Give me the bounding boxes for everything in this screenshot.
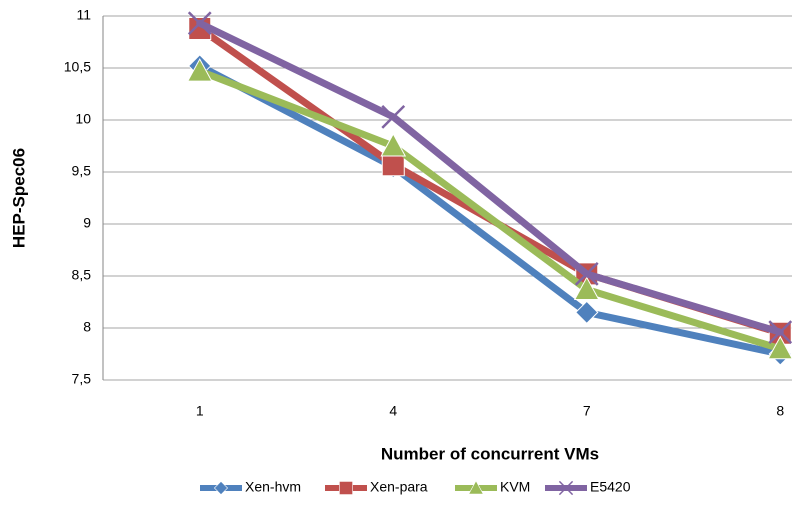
marker [574, 262, 599, 286]
x-axis-title: Number of concurrent VMs [381, 444, 599, 463]
marker [768, 320, 792, 345]
line [196, 67, 784, 353]
line [196, 62, 784, 358]
x-tick-label: 4 [389, 403, 397, 419]
x-tick-label: 1 [196, 403, 204, 419]
marker [380, 132, 407, 157]
legend-item: Xen-para [325, 479, 428, 495]
legend-item: Xen-hvm [200, 479, 301, 496]
legend-marker [213, 480, 229, 496]
marker [573, 276, 600, 301]
y-tick-label: 7,5 [72, 371, 92, 387]
y-tick-label: 10,5 [64, 59, 91, 75]
y-tick-label: 10 [75, 111, 91, 127]
legend-label: Xen-hvm [245, 479, 301, 495]
legend-label: Xen-para [370, 479, 428, 495]
y-tick-label: 11 [76, 7, 91, 23]
marker [767, 335, 792, 360]
y-tick-label: 8 [83, 319, 91, 335]
y-tick-label: 9 [83, 215, 91, 231]
marker [381, 104, 406, 129]
marker [187, 11, 212, 36]
legend-marker [468, 480, 484, 495]
y-axis-title: HEP-Spec06 [9, 148, 28, 248]
legend-label: E5420 [590, 479, 631, 495]
y-tick-label: 8,5 [72, 267, 92, 283]
line [196, 19, 784, 336]
x-tick-label: 8 [776, 403, 784, 419]
legend-marker [558, 480, 574, 496]
legend-label: KVM [500, 479, 530, 495]
line [196, 24, 784, 337]
y-tick-label: 9,5 [72, 163, 92, 179]
legend-marker [339, 481, 353, 495]
marker [186, 58, 213, 82]
legend-item: KVM [455, 479, 530, 495]
legend-item: E5420 [545, 479, 631, 496]
marker [381, 153, 405, 177]
x-tick-label: 7 [583, 403, 591, 419]
marker [575, 300, 599, 325]
